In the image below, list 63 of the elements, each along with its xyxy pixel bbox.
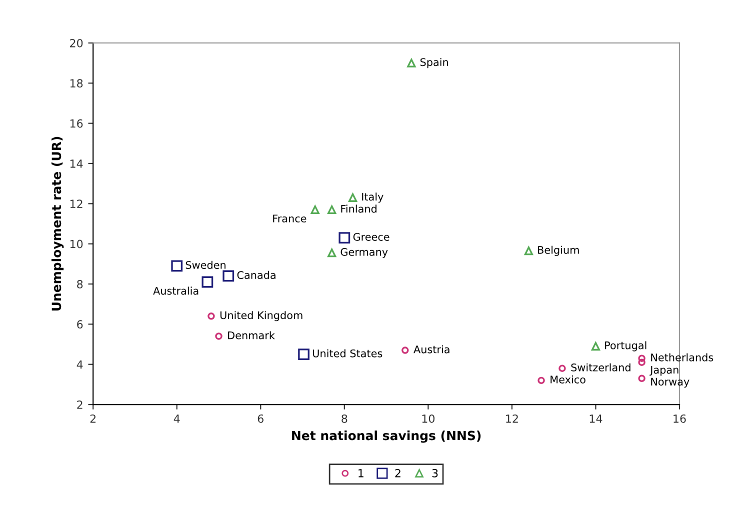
point <box>338 232 350 244</box>
annotation: United Kingdom <box>220 311 302 322</box>
x-tick-label: 14 <box>590 414 602 423</box>
point <box>202 276 214 288</box>
x-tick-label: 4 <box>174 414 180 423</box>
x-tick-label: 2 <box>90 414 96 423</box>
y-axis-title: Unemployment rate (UR) <box>51 136 64 311</box>
y-tick-label: 6 <box>77 320 83 329</box>
annotation: United States <box>313 349 382 358</box>
point <box>171 260 183 272</box>
point <box>402 346 409 354</box>
x-tick-label: 6 <box>258 414 264 423</box>
point <box>558 364 566 372</box>
y-tick-label: 12 <box>70 200 82 208</box>
annotation: Mexico <box>550 375 586 384</box>
point <box>538 376 545 384</box>
point <box>208 312 215 320</box>
annotation: Portugal <box>605 341 646 352</box>
legend-label: 3 <box>432 468 438 478</box>
annotation: Netherlands <box>651 353 714 362</box>
point <box>591 342 600 351</box>
annotation: Japan <box>650 366 678 376</box>
annotation: Switzerland <box>571 363 630 372</box>
x-tick-label: 12 <box>506 414 518 423</box>
point <box>222 270 234 282</box>
x-tick-label: 10 <box>422 414 435 423</box>
y-tick-label: 16 <box>70 119 83 128</box>
annotation: Sweden <box>186 260 226 269</box>
x-tick-label: 16 <box>674 414 686 423</box>
annotation: Germany <box>340 248 388 258</box>
point <box>348 193 358 202</box>
point <box>524 246 534 256</box>
point <box>638 358 646 366</box>
y-tick-label: 18 <box>70 79 83 88</box>
x-axis-title: Net national savings (NNS) <box>292 430 481 443</box>
point <box>328 248 336 258</box>
point <box>638 374 646 382</box>
y-tick-label: 8 <box>77 280 83 288</box>
annotation: France <box>273 214 306 222</box>
annotation: Denmark <box>228 331 275 340</box>
annotation: Norway <box>651 378 690 388</box>
y-tick-label: 10 <box>70 240 83 248</box>
annotation: Italy <box>362 192 384 203</box>
legend-label: 1 <box>358 469 364 478</box>
x-tick-label: 8 <box>342 414 348 423</box>
annotation: Spain <box>420 58 448 68</box>
legend-label: 2 <box>395 468 400 478</box>
annotation: Austria <box>414 345 450 354</box>
point <box>328 205 336 214</box>
point <box>298 348 310 360</box>
point <box>638 354 646 362</box>
annotation: Greece <box>353 232 390 241</box>
y-tick-label: 20 <box>70 38 83 48</box>
y-tick-label: 14 <box>70 160 83 168</box>
y-tick-label: 4 <box>76 360 83 369</box>
annotation: Finland <box>341 204 376 213</box>
y-tick-label: 2 <box>77 400 82 409</box>
point <box>215 332 222 340</box>
annotation: Canada <box>237 270 276 279</box>
point <box>310 205 320 214</box>
annotation: Belgium <box>538 246 579 256</box>
annotation: Australia <box>153 286 198 295</box>
point <box>407 58 416 68</box>
